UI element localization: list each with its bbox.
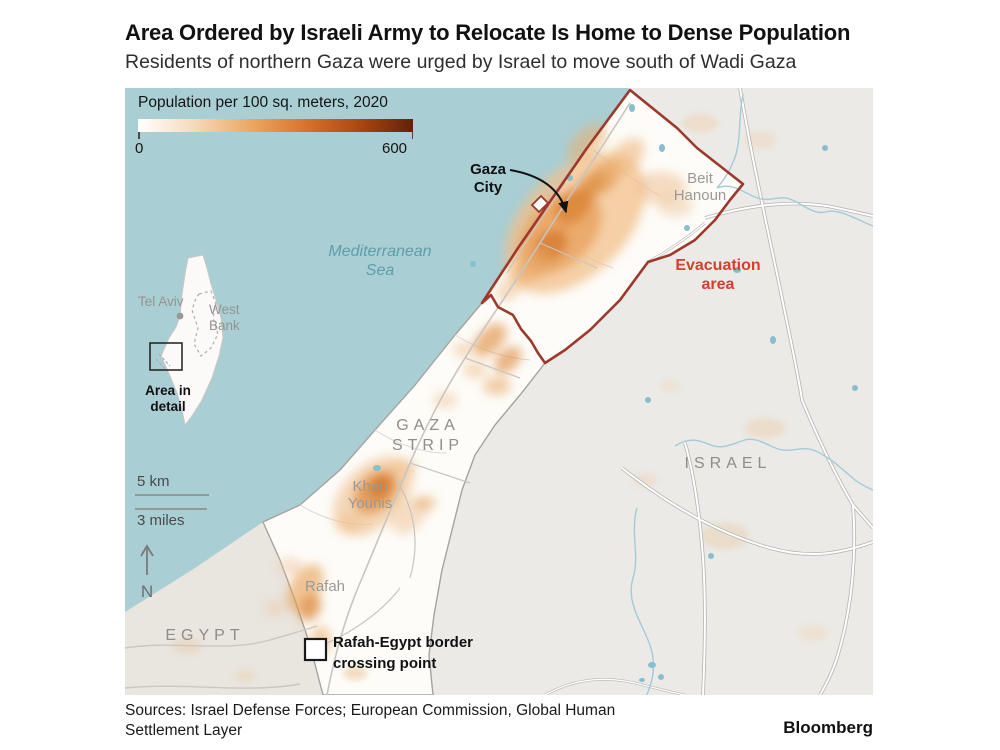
gaza-map: Mediterranean Sea Gaza City Beit Hanoun … bbox=[125, 88, 873, 695]
crossing-label-line2: crossing point bbox=[333, 655, 436, 672]
legend-title: Population per 100 sq. meters, 2020 bbox=[138, 94, 388, 111]
legend-min-label: 0 bbox=[135, 140, 144, 157]
inset-israel-shape bbox=[160, 254, 224, 427]
west-bank-label-line1: West bbox=[209, 302, 240, 317]
israel-roads-fill bbox=[544, 88, 873, 695]
scale-miles-label: 3 miles bbox=[137, 512, 185, 529]
north-arrow bbox=[140, 544, 154, 575]
area-in-detail-box bbox=[149, 342, 183, 371]
israel-label: ISRAEL bbox=[685, 455, 772, 472]
gaza-city-arrow bbox=[509, 169, 569, 214]
legend: Population per 100 sq. meters, 2020 0 60… bbox=[135, 94, 438, 157]
legend-ticks bbox=[138, 132, 413, 139]
page-title: Area Ordered by Israeli Army to Relocate… bbox=[125, 20, 851, 45]
sources-line2: Settlement Layer bbox=[125, 721, 243, 739]
area-in-detail-label-line2: detail bbox=[150, 399, 185, 414]
khan-younis-label-line1: Khan bbox=[352, 478, 387, 495]
beit-hanoun-label-line1: Beit bbox=[687, 170, 714, 187]
sources-line1: Sources: Israel Defense Forces; European… bbox=[125, 702, 616, 719]
area-in-detail-label-line1: Area in bbox=[145, 383, 191, 398]
evacuation-area-label-line2: area bbox=[702, 276, 735, 293]
gaza-port-marker bbox=[530, 194, 550, 214]
inset-west-bank-outline bbox=[191, 290, 219, 357]
khan-younis-label-line2: Younis bbox=[348, 495, 393, 512]
mediterranean-sea bbox=[125, 88, 630, 612]
gaza-city-label-line2: City bbox=[474, 179, 503, 196]
inset-map: Tel Aviv West Bank Area in detail bbox=[138, 254, 240, 427]
egypt-label: EGYPT bbox=[165, 627, 244, 644]
footer: Sources: Israel Defense Forces; European… bbox=[125, 701, 873, 740]
legend-max-label: 600 bbox=[382, 140, 408, 157]
streams bbox=[630, 93, 873, 695]
crossing-label-line1: Rafah-Egypt border bbox=[333, 634, 473, 651]
egypt-roads bbox=[125, 625, 318, 689]
west-bank-label-line2: Bank bbox=[209, 318, 240, 333]
legend-gradient-bar bbox=[138, 119, 413, 132]
tel-aviv-label: Tel Aviv bbox=[138, 294, 184, 309]
sea-label-line2: Sea bbox=[366, 262, 395, 279]
beit-hanoun-label-line2: Hanoun bbox=[674, 187, 727, 204]
evacuation-area-label-line1: Evacuation bbox=[675, 257, 760, 274]
bloomberg-logo: Bloomberg bbox=[783, 718, 873, 737]
ponds bbox=[373, 104, 858, 682]
gaza-city-label-line1: Gaza bbox=[470, 161, 507, 178]
inset-gaza-outline bbox=[155, 353, 171, 372]
scale-km-label: 5 km bbox=[137, 473, 170, 490]
page-subtitle: Residents of northern Gaza were urged by… bbox=[125, 51, 797, 73]
header: Area Ordered by Israeli Army to Relocate… bbox=[125, 20, 885, 74]
scale-bar: 5 km 3 miles bbox=[135, 473, 209, 529]
sea-label-line1: Mediterranean bbox=[328, 243, 431, 260]
egypt-land bbox=[125, 522, 323, 695]
evacuation-area-outline bbox=[480, 88, 745, 365]
gaza-roads bbox=[314, 102, 631, 695]
map-svg: Mediterranean Sea Gaza City Beit Hanoun … bbox=[125, 88, 873, 695]
north-label: N bbox=[141, 582, 153, 601]
rafah-label: Rafah bbox=[305, 578, 345, 595]
gaza-strip-label-line1: GAZA bbox=[396, 417, 460, 434]
gaza-strip-label-line2: STRIP bbox=[392, 437, 464, 454]
border-crossing-marker bbox=[303, 637, 328, 662]
tel-aviv-dot bbox=[176, 312, 184, 320]
